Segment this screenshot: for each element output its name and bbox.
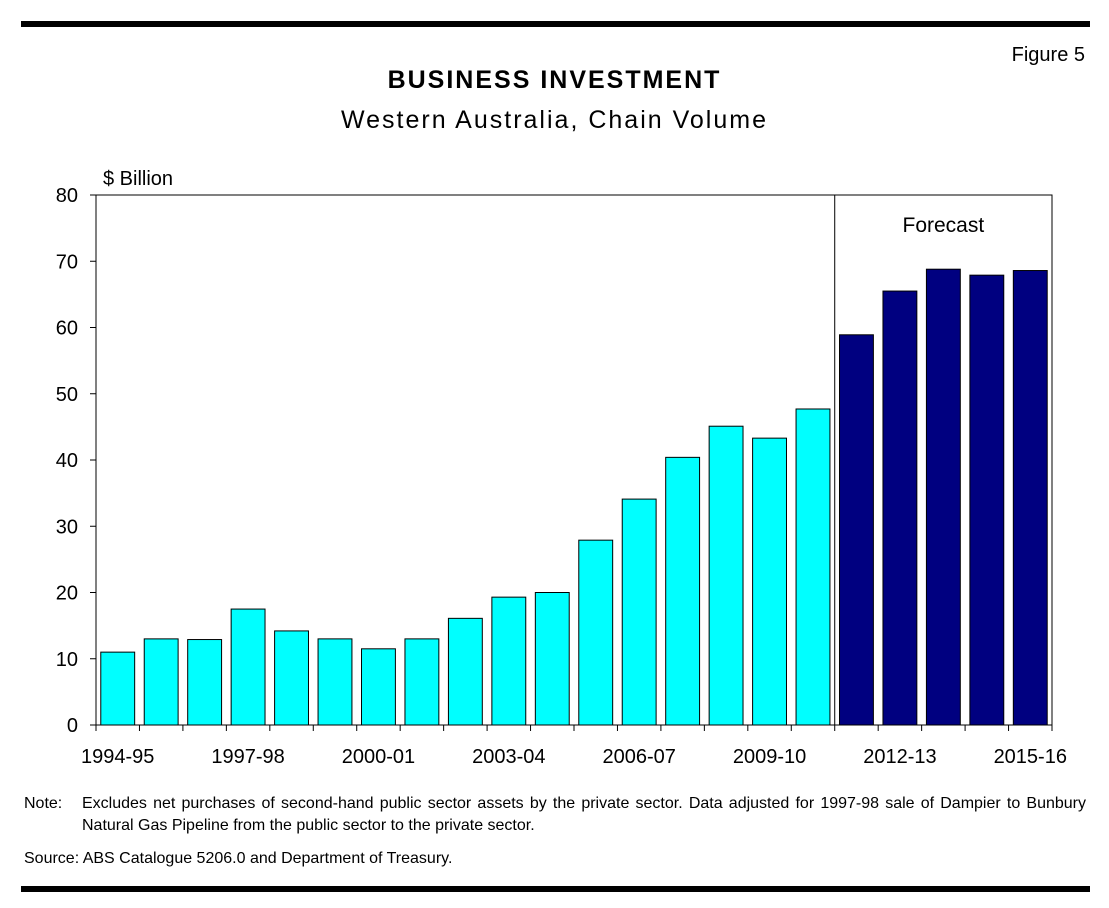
bar-forecast-2015-16	[1012, 270, 1048, 726]
y-tick-label-30: 30	[56, 516, 78, 538]
bar-actual-2010-11	[795, 408, 831, 726]
x-tick-label-2003-04: 2003-04	[472, 746, 545, 768]
bar-actual-1994-95	[100, 651, 136, 726]
bar-forecast-2012-13	[882, 290, 918, 726]
bar-actual-2000-01	[361, 648, 396, 726]
y-tick-label-50: 50	[56, 384, 78, 406]
x-tick-label-2006-07: 2006-07	[602, 746, 675, 768]
note-block: Note: Excludes net purchases of second-h…	[24, 793, 1086, 837]
forecast-annotation: Forecast	[903, 214, 985, 237]
bar-actual-1999-00	[317, 638, 353, 726]
figure-label: Figure 5	[1011, 44, 1085, 66]
bar-actual-2009-10	[752, 437, 787, 726]
bar-actual-2006-07	[621, 498, 657, 726]
bar-actual-2004-05	[534, 592, 570, 726]
annotations-group: Forecast	[903, 214, 985, 237]
top-rule	[21, 21, 1090, 27]
y-tick-label-20: 20	[56, 583, 78, 605]
y-tick-label-60: 60	[56, 318, 78, 340]
y-tick-label-70: 70	[56, 251, 78, 273]
y-tick-label-0: 0	[67, 715, 78, 737]
x-tick-label-1997-98: 1997-98	[211, 746, 284, 768]
x-tick-label-2009-10: 2009-10	[733, 746, 806, 768]
x-tick-label-2015-16: 2015-16	[994, 746, 1067, 768]
note-label: Note:	[24, 795, 63, 812]
x-tick-label-2000-01: 2000-01	[342, 746, 415, 768]
bar-actual-2002-03	[447, 617, 483, 726]
bar-forecast-2011-12	[839, 334, 874, 726]
x-axis: 1994-95 1997-98 2000-01 2003-04 2006-07 2009-…	[81, 725, 1067, 768]
chart-title: BUSINESS INVESTMENT	[387, 66, 722, 94]
y-tick-label-80: 80	[56, 185, 78, 207]
bar-actual-1997-98	[230, 608, 266, 726]
bottom-rule	[21, 886, 1090, 892]
source-text: Source: ABS Catalogue 5206.0 and Departm…	[24, 850, 453, 867]
bar-actual-2003-04	[491, 596, 527, 726]
bar-actual-2008-09	[708, 425, 744, 726]
bar-forecast-2014-15	[969, 274, 1005, 726]
x-tick-label-1994-95: 1994-95	[81, 746, 154, 768]
y-tick-label-10: 10	[56, 649, 78, 671]
y-tick-label-40: 40	[56, 450, 78, 472]
x-tick-label-2012-13: 2012-13	[863, 746, 936, 768]
bar-forecast-2013-14	[925, 268, 961, 726]
y-axis-title: $ Billion	[103, 168, 173, 190]
business-investment-chart: $ Billion 0 10 20 30 40 50 60 70 80 1994-95 1997-…	[56, 168, 1067, 768]
bar-actual-2005-06	[578, 539, 614, 726]
bar-actual-1998-99	[274, 630, 309, 726]
bars-group	[100, 268, 1048, 726]
bar-actual-1995-96	[143, 638, 179, 726]
bar-actual-1996-97	[187, 639, 223, 726]
bar-actual-2007-08	[665, 456, 701, 726]
chart-subtitle: Western Australia, Chain Volume	[340, 106, 768, 134]
note-text: Excludes net purchases of second-hand pu…	[82, 795, 1086, 834]
bar-actual-2001-02	[404, 638, 440, 726]
